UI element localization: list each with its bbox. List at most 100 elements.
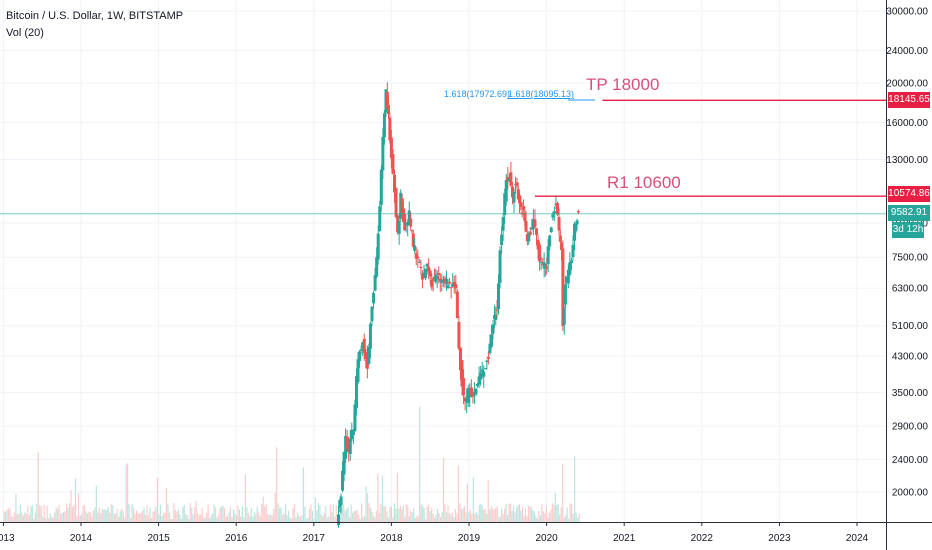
volume-bar (13, 512, 16, 522)
volume-bar (545, 505, 547, 522)
candle-body (500, 234, 504, 246)
volume-bar (3, 511, 5, 522)
volume-bar (174, 509, 176, 522)
x-tick-label: 2017 (303, 533, 326, 544)
volume-bar (568, 518, 570, 522)
volume-bar (289, 517, 291, 522)
candle-body (457, 322, 461, 349)
candle-body (356, 359, 360, 383)
candle-body (563, 284, 567, 305)
volume-bar (247, 513, 249, 522)
volume-bar (286, 515, 288, 522)
volume-bar (250, 507, 252, 522)
volume-bar (460, 509, 463, 522)
volume-bar (83, 504, 86, 522)
candle-body (368, 323, 372, 349)
candle-body (558, 235, 562, 242)
candle-body (472, 391, 476, 395)
volume-bar (562, 463, 564, 522)
volume-bar (200, 514, 202, 522)
volume-bar (442, 457, 445, 522)
candle-body (507, 178, 511, 182)
candle-body (548, 235, 552, 247)
candle-body (479, 372, 483, 380)
volume-bar (393, 503, 395, 522)
volume-bar (396, 473, 398, 522)
x-tick-label: 2024 (846, 533, 869, 544)
volume-bar (192, 514, 194, 522)
volume-bar (383, 506, 385, 522)
candle-body (406, 222, 410, 226)
volume-bar (164, 512, 166, 522)
candle-body (515, 182, 519, 186)
candle-body (400, 198, 404, 214)
volume-bar (492, 508, 494, 522)
candle-body (407, 210, 411, 224)
volume-bar (271, 515, 273, 522)
candle-body (424, 268, 428, 279)
volume-bar (225, 516, 227, 522)
volume-bar (380, 504, 382, 522)
volume-bar (414, 517, 416, 522)
volume-bar (539, 515, 541, 522)
volume-indicator-label[interactable]: Vol (20) (6, 27, 44, 39)
candle-body (554, 203, 558, 205)
volume-bar (560, 507, 562, 522)
volume-bar (335, 505, 337, 522)
candle-body (494, 314, 498, 320)
volume-bar (490, 506, 492, 522)
candle-body (528, 231, 532, 235)
volume-bar (74, 478, 77, 522)
volume-bar (207, 504, 209, 522)
candle-body (348, 438, 352, 454)
tp-annotation[interactable]: TP 18000 (586, 75, 660, 94)
volume-bar (197, 512, 199, 522)
candle-body (471, 394, 475, 397)
volume-bar (515, 507, 518, 522)
candle-body (342, 451, 346, 475)
volume-bar (404, 516, 406, 522)
volume-bar (43, 505, 45, 522)
fib-extension-label-2[interactable]: 1.618(18095.13) (508, 89, 575, 99)
volume-bar (165, 487, 168, 522)
volume-bar (325, 506, 327, 522)
r1-annotation[interactable]: R1 10600 (607, 173, 681, 192)
volume-bar (144, 514, 147, 522)
volume-bar (149, 507, 151, 522)
volume-bar (505, 504, 507, 522)
volume-bar (305, 518, 308, 522)
r1-price-label: 10574.86 (888, 186, 930, 202)
volume-bar (401, 509, 403, 522)
volume-bar (268, 514, 270, 522)
volume-bar (535, 515, 537, 522)
volume-bar (574, 455, 576, 522)
volume-bar (67, 507, 69, 522)
candle-body (452, 281, 456, 285)
candle-body (523, 212, 527, 221)
candle-body (420, 273, 424, 280)
fib-extension-label-1[interactable]: 1.618(17972.69) (444, 89, 511, 99)
volume-bar (65, 503, 68, 522)
volume-bar (85, 511, 87, 522)
volume-bar (544, 513, 546, 522)
volume-bar (46, 505, 48, 522)
volume-bar (326, 517, 328, 522)
volume-bar (122, 511, 124, 522)
volume-bar (295, 517, 297, 522)
volume-bar (18, 513, 20, 522)
volume-bar (398, 508, 400, 522)
volume-bar (223, 508, 226, 522)
volume-bar (284, 504, 287, 522)
volume-bar (103, 509, 105, 522)
volume-bar (133, 507, 135, 522)
candle-body (353, 404, 357, 431)
y-tick-label: 16000.00 (886, 118, 928, 129)
symbol-title[interactable]: Bitcoin / U.S. Dollar, 1W, BITSTAMP (6, 10, 184, 22)
volume-bar (369, 507, 372, 522)
volume-bar (89, 512, 92, 522)
volume-bar (92, 510, 94, 522)
candle-body (561, 248, 565, 327)
candle-body (531, 219, 535, 229)
candle-body (430, 279, 434, 288)
